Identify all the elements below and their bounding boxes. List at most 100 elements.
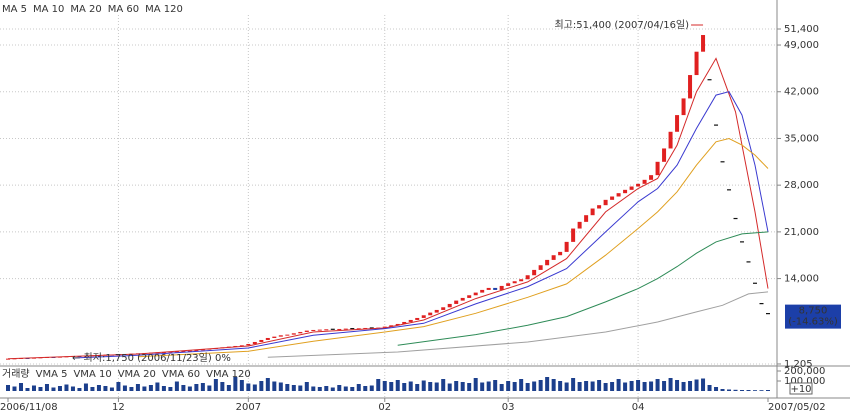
candle xyxy=(200,349,205,351)
candle xyxy=(506,283,511,286)
volume-bar xyxy=(428,382,433,391)
volume-bar xyxy=(662,381,667,391)
y-tick-label: 49,000 xyxy=(784,40,819,51)
y-tick-label: 14,000 xyxy=(784,274,819,285)
candle xyxy=(389,325,394,327)
volume-bar xyxy=(291,385,296,391)
volume-bar xyxy=(740,390,745,391)
volume-legend-item: VMA 60 xyxy=(162,369,200,380)
volume-button[interactable] xyxy=(789,382,813,395)
candle xyxy=(285,334,290,336)
volume-bar xyxy=(6,385,10,391)
volume-bar xyxy=(733,389,738,391)
x-tick-label: 2007 xyxy=(236,402,261,413)
volume-bar xyxy=(610,382,615,391)
volume-bar xyxy=(83,383,88,391)
volume-bar xyxy=(12,386,17,391)
candle xyxy=(434,309,439,313)
volume-bar xyxy=(753,390,758,391)
volume-bar xyxy=(525,383,530,391)
y-tick-label: 1,205 xyxy=(784,359,813,370)
candle xyxy=(655,161,660,176)
x-tick-label: 2006/11/08 xyxy=(0,402,58,413)
volume-bar xyxy=(421,380,426,391)
volume-bar xyxy=(415,384,420,391)
volume-bar xyxy=(512,382,517,391)
volume-bar xyxy=(616,379,621,391)
volume-bar xyxy=(545,377,550,391)
volume-bar xyxy=(675,380,680,391)
candle xyxy=(246,343,251,346)
volume-bar xyxy=(311,386,316,391)
candle xyxy=(512,281,517,284)
candle xyxy=(460,297,465,301)
candle xyxy=(265,337,270,340)
volume-bar xyxy=(38,387,43,391)
candle xyxy=(616,193,621,197)
legend-item: MA 120 xyxy=(145,4,183,15)
volume-bar xyxy=(174,381,179,391)
volume-bar xyxy=(408,381,413,391)
volume-bar xyxy=(356,384,361,391)
y-tick-label: 35,000 xyxy=(784,133,819,144)
candle xyxy=(584,215,589,222)
volume-bar xyxy=(694,379,699,391)
candle xyxy=(291,333,296,335)
volume-bar xyxy=(272,381,277,391)
volume-bar xyxy=(441,379,446,391)
candle xyxy=(571,228,576,242)
volume-bar xyxy=(493,380,498,391)
candle xyxy=(6,358,10,360)
ma-line xyxy=(137,137,769,358)
candle xyxy=(402,321,407,324)
volume-legend-item: VMA 10 xyxy=(73,369,111,380)
volume-bar xyxy=(90,387,95,391)
volume-bar xyxy=(746,390,751,391)
x-tick-label: 04 xyxy=(632,402,645,413)
volume-bar xyxy=(363,386,368,391)
volume-bar xyxy=(57,386,62,391)
candle xyxy=(447,303,452,308)
legend-item: MA 5 xyxy=(2,4,27,15)
volume-bar xyxy=(480,382,485,391)
ma-line xyxy=(72,91,769,359)
candle xyxy=(415,317,420,320)
ma-line xyxy=(397,231,769,346)
candle xyxy=(603,199,608,206)
volume-bar xyxy=(77,388,82,391)
volume-bar xyxy=(668,378,673,391)
candle xyxy=(311,329,316,331)
candle xyxy=(642,179,647,184)
volume-bar xyxy=(519,379,524,391)
volume-bar xyxy=(298,385,303,391)
volume-bar xyxy=(122,385,127,391)
volume-bar xyxy=(25,388,30,391)
volume-bar xyxy=(259,381,264,391)
candle xyxy=(688,75,693,99)
candle xyxy=(668,131,673,149)
x-tick-label: 03 xyxy=(502,402,515,413)
volume-bar xyxy=(759,390,764,391)
volume-bar xyxy=(402,383,407,391)
candle xyxy=(597,205,602,209)
candle xyxy=(441,307,446,310)
volume-bar xyxy=(51,387,56,391)
volume-tick-label: 200,000 xyxy=(784,366,825,377)
high-annotation: 최고:51,400 (2007/04/16일) xyxy=(554,19,689,31)
candle xyxy=(681,98,686,116)
volume-bar xyxy=(766,390,770,391)
volume-bar xyxy=(246,383,251,391)
candle xyxy=(636,183,641,187)
volume-button-label[interactable]: +10 xyxy=(790,384,811,395)
volume-bar xyxy=(116,382,121,391)
candle xyxy=(499,285,504,290)
candle xyxy=(317,329,322,331)
candle xyxy=(623,189,628,194)
candle xyxy=(564,241,569,252)
volume-bar xyxy=(233,377,238,391)
candle xyxy=(168,351,173,353)
candle xyxy=(473,292,478,296)
candle xyxy=(272,336,277,338)
volume-bar xyxy=(350,387,355,391)
